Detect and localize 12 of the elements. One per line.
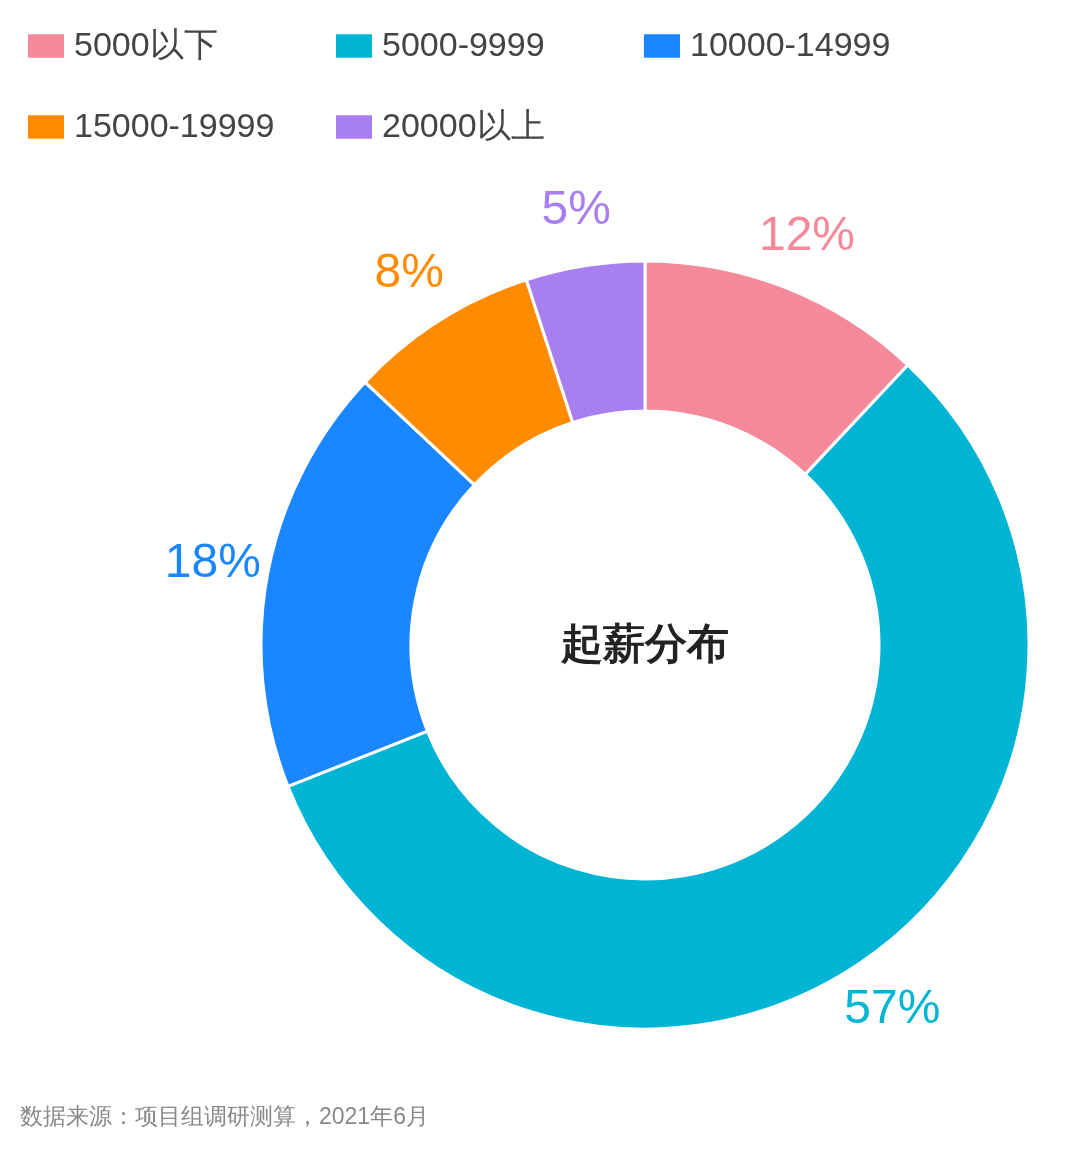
data-label: 5% — [541, 181, 611, 235]
data-label: 18% — [164, 533, 261, 587]
text: 起薪分布 — [560, 620, 729, 667]
legend-label: 5000-9999 — [382, 25, 545, 63]
data-label: 8% — [374, 244, 444, 298]
legend-label: 15000-19999 — [74, 106, 275, 144]
data-label: 57% — [844, 979, 941, 1033]
legend-label: 5000以下 — [74, 25, 218, 63]
source-note: 数据来源：项目组调研测算，2021年6月 — [20, 1103, 429, 1129]
data-label: 12% — [758, 206, 856, 260]
legend-label: 20000以上 — [382, 106, 545, 144]
legend-label: 10000-14999 — [690, 25, 891, 63]
